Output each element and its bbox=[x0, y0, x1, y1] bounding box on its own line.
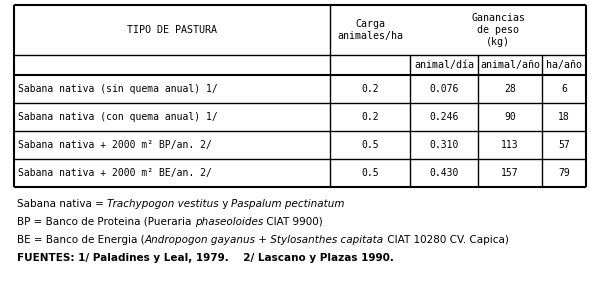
Text: Trachypogon vestitus: Trachypogon vestitus bbox=[107, 199, 219, 209]
Text: 0.430: 0.430 bbox=[430, 168, 458, 178]
Text: Sabana nativa (con quema anual) 1/: Sabana nativa (con quema anual) 1/ bbox=[18, 112, 218, 122]
Text: Sabana nativa + 2000 m² BE/an. 2/: Sabana nativa + 2000 m² BE/an. 2/ bbox=[18, 168, 212, 178]
Text: 0.246: 0.246 bbox=[430, 112, 458, 122]
Text: Andropogon gayanus + Stylosanthes capitata: Andropogon gayanus + Stylosanthes capita… bbox=[145, 235, 384, 245]
Text: FUENTES: 1/ Paladines y Leal, 1979.    2/ Lascano y Plazas 1990.: FUENTES: 1/ Paladines y Leal, 1979. 2/ L… bbox=[17, 253, 394, 263]
Text: 28: 28 bbox=[504, 84, 516, 94]
Text: CIAT 9900): CIAT 9900) bbox=[263, 217, 323, 227]
Text: Sabana nativa (sin quema anual) 1/: Sabana nativa (sin quema anual) 1/ bbox=[18, 84, 218, 94]
Text: BE = Banco de Energia (: BE = Banco de Energia ( bbox=[17, 235, 145, 245]
Text: 57: 57 bbox=[558, 140, 570, 150]
Text: phaseoloides: phaseoloides bbox=[194, 217, 263, 227]
Text: 0.5: 0.5 bbox=[361, 140, 379, 150]
Text: Paspalum pectinatum: Paspalum pectinatum bbox=[232, 199, 345, 209]
Text: BP = Banco de Proteina (Pueraria: BP = Banco de Proteina (Pueraria bbox=[17, 217, 194, 227]
Text: 18: 18 bbox=[558, 112, 570, 122]
Text: 6: 6 bbox=[561, 84, 567, 94]
Text: animal/año: animal/año bbox=[480, 60, 540, 70]
Text: 0.5: 0.5 bbox=[361, 168, 379, 178]
Text: 79: 79 bbox=[558, 168, 570, 178]
Text: Carga
animales/ha: Carga animales/ha bbox=[337, 19, 403, 41]
Text: 0.2: 0.2 bbox=[361, 112, 379, 122]
Text: 0.076: 0.076 bbox=[430, 84, 458, 94]
Text: 0.2: 0.2 bbox=[361, 84, 379, 94]
Text: ha/año: ha/año bbox=[546, 60, 582, 70]
Text: 90: 90 bbox=[504, 112, 516, 122]
Text: Sabana nativa =: Sabana nativa = bbox=[17, 199, 107, 209]
Text: Ganancias
de peso
(kg): Ganancias de peso (kg) bbox=[471, 13, 525, 46]
Text: 113: 113 bbox=[501, 140, 519, 150]
Text: Sabana nativa + 2000 m² BP/an. 2/: Sabana nativa + 2000 m² BP/an. 2/ bbox=[18, 140, 212, 150]
Text: animal/día: animal/día bbox=[414, 60, 474, 70]
Text: 157: 157 bbox=[501, 168, 519, 178]
Text: 0.310: 0.310 bbox=[430, 140, 458, 150]
Text: y: y bbox=[219, 199, 232, 209]
Text: CIAT 10280 CV. Capica): CIAT 10280 CV. Capica) bbox=[384, 235, 509, 245]
Text: TIPO DE PASTURA: TIPO DE PASTURA bbox=[127, 25, 217, 35]
